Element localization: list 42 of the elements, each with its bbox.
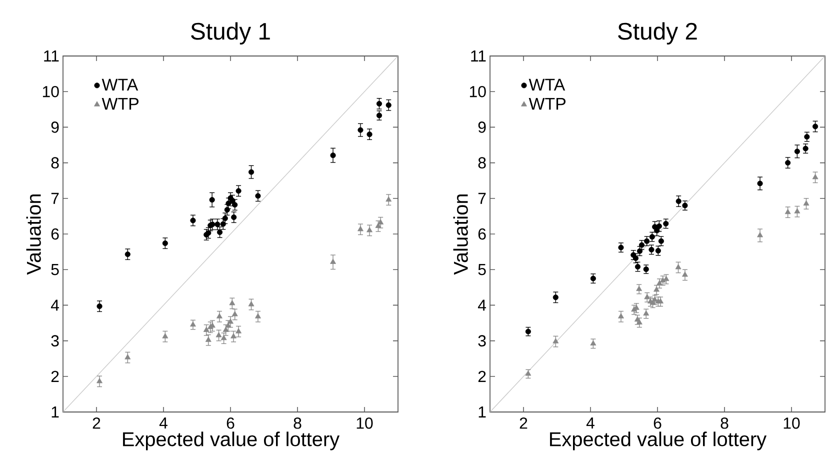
chart-title: Study 1 [191, 22, 270, 45]
x-tick-label: 4 [586, 418, 594, 428]
legend-label: WTA [102, 78, 138, 91]
x-tick-label: 8 [294, 418, 302, 429]
legend-label: WTP [528, 98, 566, 110]
y-tick-label: 1 [52, 406, 59, 418]
legend-label: WTP [102, 98, 138, 110]
y-tick-label: 9 [51, 122, 59, 133]
y-tick-label: 5 [51, 264, 59, 276]
y-tick-label: 11 [44, 50, 59, 62]
x-tick-label: 8 [720, 418, 728, 429]
y-tick-label: 10 [470, 86, 486, 98]
chart-title: Study 2 [618, 22, 697, 45]
y-axis-title: Valuation [453, 194, 468, 275]
x-tick-label: 4 [159, 418, 168, 428]
y-tick-label: 11 [471, 50, 486, 62]
y-tick-label: 4 [478, 300, 486, 311]
x-axis-title: Expected value of lottery [550, 432, 767, 450]
y-tick-label: 3 [51, 335, 59, 346]
y-tick-label: 4 [50, 300, 60, 311]
x-tick-label: 10 [356, 418, 373, 429]
y-tick-label: 8 [51, 157, 59, 168]
x-axis-title: Expected value of lottery [123, 432, 340, 450]
y-tick-label: 6 [478, 228, 486, 240]
y-tick-label: 3 [478, 335, 486, 346]
y-tick-label: 6 [51, 228, 59, 240]
y-tick-label: 7 [478, 192, 486, 204]
x-tick-label: 2 [520, 418, 528, 429]
y-tick-label: 7 [51, 192, 59, 204]
y-tick-label: 2 [478, 370, 486, 382]
x-tick-label: 2 [92, 418, 100, 429]
y-tick-label: 5 [478, 264, 486, 276]
y-tick-label: 10 [42, 86, 59, 98]
y-tick-label: 1 [478, 406, 486, 418]
y-tick-label: 8 [478, 157, 486, 168]
legend-label: WTA [528, 78, 566, 91]
y-tick-label: 2 [51, 370, 59, 382]
x-tick-label: 6 [226, 418, 234, 429]
y-axis-title: Valuation [26, 194, 41, 275]
y-tick-label: 9 [478, 122, 486, 133]
x-tick-label: 10 [784, 418, 800, 429]
x-tick-label: 6 [654, 418, 662, 429]
